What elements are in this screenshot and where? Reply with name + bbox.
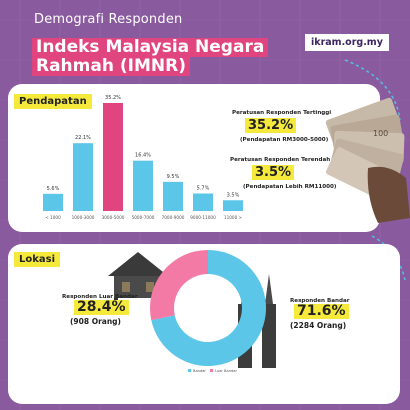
x-tick-label: 5000-7000 [132, 215, 155, 220]
rural-count: (908 Orang) [70, 317, 121, 326]
lowest-income-value: 3.5% [252, 165, 295, 180]
x-tick-label: < 1000 [45, 215, 61, 220]
bar [133, 160, 153, 211]
bar-value-label: 16.4% [135, 153, 151, 159]
donut-slice [151, 250, 266, 366]
legend-label: Luar Bandar [215, 369, 237, 373]
header-subtitle: Demografi Responden [34, 12, 183, 27]
bar-value-label: 5.7% [197, 186, 210, 192]
urban-percent: 71.6% [294, 304, 349, 319]
x-tick-label: 9000-11000 [190, 215, 216, 220]
legend-label: Bandar [193, 369, 206, 373]
bar [163, 181, 183, 211]
bar [73, 143, 93, 211]
rural-percent: 28.4% [74, 300, 129, 315]
rural-label: Responden Luar Bandar [62, 294, 138, 300]
bar-value-label: 5.6% [47, 186, 60, 192]
income-section-tag: Pendapatan [14, 94, 92, 109]
bar [193, 193, 213, 211]
bar [223, 200, 243, 211]
bar-value-label: 3.5% [227, 192, 240, 198]
x-tick-label: 1000-3000 [72, 215, 95, 220]
donut-slice [150, 250, 208, 321]
header-title-line-2: Rahmah (IMNR) [32, 57, 190, 76]
urban-count: (2284 Orang) [290, 321, 347, 330]
urban-label: Responden Bandar [290, 298, 350, 304]
highest-income-value: 35.2% [245, 118, 297, 133]
highest-income-label: Peratusan Responden Tertinggi [232, 110, 332, 116]
legend-swatch [188, 369, 191, 372]
bar-value-label: 22.1% [75, 135, 91, 141]
bar-value-label: 9.5% [167, 174, 180, 180]
x-tick-label: 7000-9000 [162, 215, 185, 220]
header-title-line-1: Indeks Malaysia Negara [32, 38, 269, 57]
location-section-tag: Lokasi [14, 252, 61, 267]
website-badge[interactable]: ikram.org.my [305, 34, 389, 51]
lowest-income-note: (Pendapatan Lebih RM11000) [243, 184, 337, 190]
x-tick-label: 11000 > [224, 215, 243, 220]
svg-text:100: 100 [373, 129, 388, 138]
bar-value-label: 35.2% [105, 95, 121, 101]
bar [43, 193, 63, 211]
lowest-income-label: Peratusan Responden Terendah [230, 157, 331, 163]
x-tick-label: 3000-5000 [102, 215, 125, 220]
legend-swatch [210, 369, 213, 372]
highest-income-note: (Pendapatan RM3000-5000) [240, 137, 329, 143]
bar [103, 103, 123, 211]
